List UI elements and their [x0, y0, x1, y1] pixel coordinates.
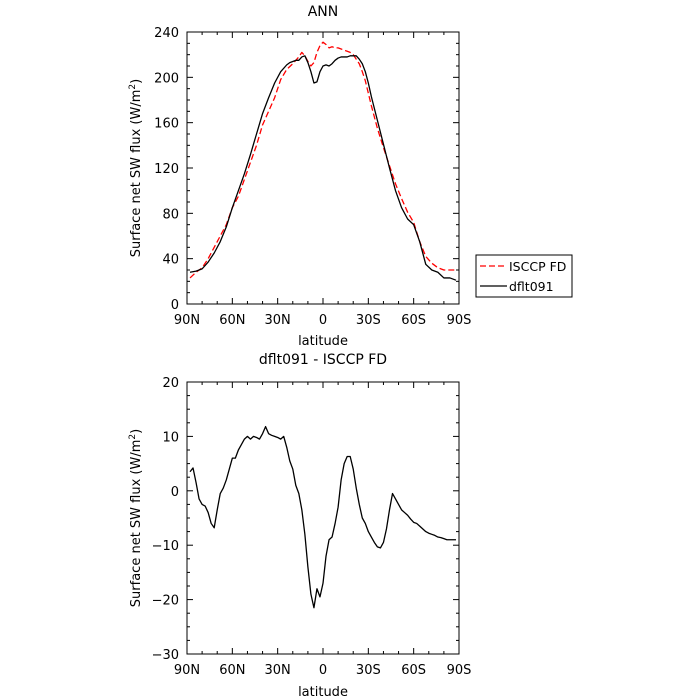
- bottom-y-tick-label: −30: [152, 648, 179, 663]
- bottom-x-tick-label: 30N: [265, 663, 291, 678]
- bottom-y-axis-label: Surface net SW flux (W/m2): [128, 429, 144, 607]
- top-y-tick-label: 200: [154, 71, 179, 86]
- top-series-line-dflt091: [189, 55, 457, 281]
- bottom-x-tick-label: 60N: [219, 663, 245, 678]
- bottom-y-axis-label-main: Surface net SW flux (W/m: [129, 440, 144, 608]
- bottom-x-tick-label: 90S: [447, 663, 472, 678]
- top-x-tick-label: 60N: [219, 313, 245, 328]
- bottom-series-group: [189, 425, 456, 609]
- bottom-x-ticks: 90N 60N 30N 0 30S 60S 90S: [174, 382, 472, 678]
- top-series-group: [189, 41, 457, 281]
- bottom-y-tick-label: 10: [162, 430, 179, 445]
- bottom-x-tick-label: 30S: [356, 663, 381, 678]
- bottom-x-axis-label: latitude: [298, 685, 348, 700]
- bottom-y-tick-label: −20: [152, 594, 179, 609]
- top-y-ticks: 0 40 80 120 160 200 240: [154, 26, 459, 313]
- bottom-chart-title: dflt091 - ISCCP FD: [259, 352, 387, 368]
- bottom-y-axis-label-close: ): [129, 429, 144, 434]
- top-x-tick-label: 0: [319, 313, 327, 328]
- top-y-axis-label-main: Surface net SW flux (W/m: [129, 90, 144, 258]
- bottom-series-line-diff: [189, 425, 456, 609]
- top-y-tick-label: 40: [162, 253, 179, 268]
- bottom-y-tick-label: 0: [171, 485, 179, 500]
- top-y-axis-label-sup: 2: [128, 84, 138, 90]
- bottom-x-tick-label: 60S: [401, 663, 426, 678]
- bottom-y-axis-label-sup: 2: [128, 434, 138, 440]
- top-plot-frame: [186, 31, 460, 305]
- bottom-y-tick-label: 20: [162, 376, 179, 391]
- bottom-y-ticks: −30 −20 −10 0 10 20: [152, 376, 459, 663]
- top-x-tick-label: 90N: [174, 313, 200, 328]
- top-x-axis-label: latitude: [298, 334, 348, 349]
- top-x-tick-label: 90S: [447, 313, 472, 328]
- top-y-tick-label: 80: [162, 207, 179, 222]
- legend-box: [475, 254, 573, 298]
- legend-label-isccp: ISCCP FD: [509, 259, 566, 274]
- top-x-tick-label: 60S: [401, 313, 426, 328]
- bottom-plot-frame: [186, 381, 460, 655]
- panel-top: ANN 90N 60N 30N 0 30S 60S 90S 0 40 80 120 160 200 24…: [128, 4, 573, 349]
- legend: ISCCP FD dflt091: [475, 254, 573, 298]
- top-y-tick-label: 240: [154, 26, 179, 41]
- top-x-ticks: 90N 60N 30N 0 30S 60S 90S: [174, 32, 472, 328]
- legend-label-dflt091: dflt091: [509, 279, 554, 294]
- top-y-tick-label: 160: [154, 117, 179, 132]
- bottom-x-tick-label: 0: [319, 663, 327, 678]
- top-y-axis-label: Surface net SW flux (W/m2): [128, 79, 144, 257]
- top-y-axis-label-close: ): [129, 79, 144, 84]
- top-chart-title: ANN: [308, 4, 339, 20]
- panel-bottom: dflt091 - ISCCP FD 90N 60N 30N 0 30S 60S 90S −…: [128, 352, 471, 700]
- bottom-x-tick-label: 90N: [174, 663, 200, 678]
- bottom-y-tick-label: −10: [152, 539, 179, 554]
- top-y-tick-label: 0: [171, 298, 179, 313]
- top-x-tick-label: 30N: [265, 313, 291, 328]
- top-x-tick-label: 30S: [356, 313, 381, 328]
- top-series-line-isccp-fd: [189, 41, 456, 279]
- top-y-tick-label: 120: [154, 162, 179, 177]
